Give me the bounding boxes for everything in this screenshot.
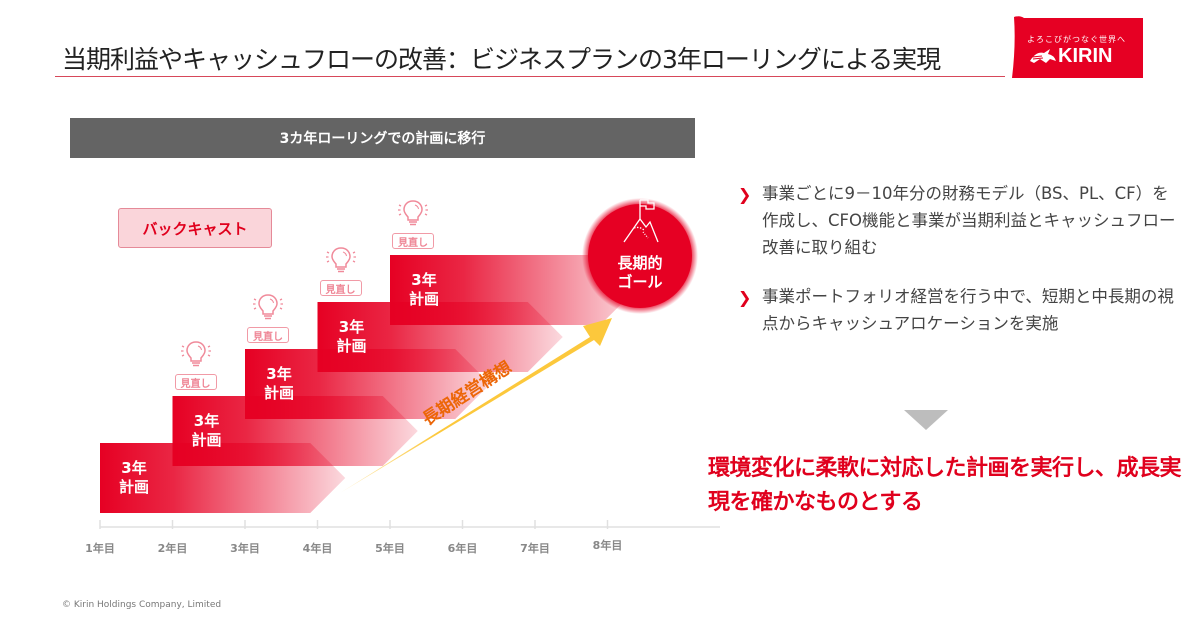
lightbulb-icon — [253, 294, 283, 320]
plan-label: 3年 計画 — [112, 459, 156, 497]
goal-label: 長期的 ゴール — [600, 254, 680, 292]
key-point-text: 事業ごとに9－10年分の財務モデル（BS、PL、CF）を作成し、CFO機能と事業… — [762, 184, 1176, 257]
axis-label: 6年目 — [447, 542, 478, 555]
rolling-plan-banner: 3カ年ローリングでの計画に移行 — [70, 118, 695, 158]
goal-label-line1: 長期的 — [617, 254, 663, 272]
backcast-label: バックキャスト — [118, 208, 272, 248]
plan-label-line2: 計画 — [191, 431, 222, 449]
axis-label: 7年目 — [520, 542, 550, 555]
plan-label: 3年 計画 — [257, 365, 301, 403]
axis-label: 2年目 — [157, 542, 188, 555]
down-triangle-icon — [904, 410, 948, 430]
logo-banner — [1012, 16, 1143, 78]
lightbulb-icon — [325, 247, 356, 273]
copyright-footer: © Kirin Holdings Company, Limited — [62, 600, 222, 610]
plan-label-line1: 3年 — [121, 459, 147, 477]
mountain-flag-icon — [623, 199, 659, 243]
plan-label-line1: 3年 — [338, 318, 365, 336]
conclusion-statement: 環境変化に柔軟に対応した計画を実行し、成長実現を確かなものとする — [708, 456, 1182, 515]
page-title: 当期利益やキャッシュフローの改善：ビジネスプランの3年ローリングによる実現 — [62, 45, 941, 74]
kirin-logo: よろこびがつなぐ世界へ KIRIN — [1010, 15, 1143, 78]
key-point: ❯ 事業ポートフォリオ経営を行う中で、短期と中長期の視点からキャッシュアロケーシ… — [738, 283, 1178, 337]
plan-label-line2: 計画 — [408, 290, 439, 308]
plan-label: 3年 計画 — [185, 412, 229, 450]
plan-label-line1: 3年 — [266, 365, 292, 383]
axis-label: 5年目 — [375, 542, 405, 555]
chevron-right-icon: ❯ — [738, 185, 752, 204]
plan-label-line1: 3年 — [193, 412, 220, 430]
axis-label: 3年目 — [230, 542, 260, 555]
lightbulb-icon — [180, 341, 211, 367]
goal-label-line2: ゴール — [617, 273, 663, 291]
logo-tagline: よろこびがつなぐ世界へ — [1027, 35, 1126, 44]
review-tag: 見直し — [174, 374, 217, 390]
review-tag: 見直し — [319, 280, 362, 296]
axis-label: 8年目 — [592, 539, 623, 552]
three-year-plan-arrow — [390, 255, 636, 325]
plan-label-line1: 3年 — [411, 271, 437, 289]
kirin-mascot-icon — [1030, 49, 1056, 63]
plan-label-line2: 計画 — [336, 337, 367, 355]
key-point: ❯ 事業ごとに9－10年分の財務モデル（BS、PL、CF）を作成し、CFO機能と… — [738, 180, 1178, 261]
title-underline — [55, 76, 1005, 77]
plan-label-line2: 計画 — [118, 478, 149, 496]
rolling-plan-diagram — [99, 198, 720, 529]
key-points: ❯ 事業ごとに9－10年分の財務モデル（BS、PL、CF）を作成し、CFO機能と… — [738, 180, 1178, 359]
plan-label-line2: 計画 — [263, 384, 294, 402]
key-point-text: 事業ポートフォリオ経営を行う中で、短期と中長期の視点からキャッシュアロケーション… — [762, 287, 1174, 333]
plan-label: 3年 計画 — [330, 318, 374, 356]
plan-label: 3年 計画 — [402, 271, 446, 309]
lightbulb-icon — [398, 200, 428, 226]
review-tag: 見直し — [392, 233, 434, 249]
goal-circle-core — [588, 204, 692, 308]
logo-brand: KIRIN — [1058, 45, 1113, 67]
chevron-right-icon: ❯ — [738, 288, 752, 307]
axis-label: 1年目 — [85, 542, 115, 555]
review-tag: 見直し — [247, 327, 289, 343]
axis-label: 4年目 — [302, 542, 333, 555]
